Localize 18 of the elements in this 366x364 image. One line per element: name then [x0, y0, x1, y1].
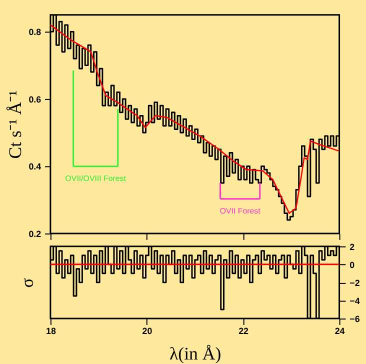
- x-tick-label: 22: [238, 326, 249, 336]
- y-tick-label: 0.6: [28, 94, 42, 104]
- annotation: OVII Forest: [220, 206, 262, 216]
- y-tick-label: 0.4: [28, 162, 42, 172]
- y-axis-title: Ct s⁻¹ Å⁻¹: [4, 90, 25, 159]
- y-tick-label: 0.2: [28, 228, 42, 239]
- x-tick-label: 20: [142, 326, 152, 336]
- y-tick-label: −2: [350, 278, 360, 288]
- y-tick-label: −4: [350, 296, 360, 306]
- y-axis-title: σ: [17, 278, 38, 288]
- y-tick-label: 0: [350, 260, 355, 270]
- x-tick-label: 24: [334, 326, 345, 336]
- annotation: OVII/OVIII Forest: [65, 174, 127, 184]
- x-tick-label: 18: [46, 326, 56, 336]
- x-axis-title: λ(in Å): [170, 344, 222, 364]
- y-tick-label: 2: [350, 242, 355, 252]
- y-tick-label: −6: [350, 314, 360, 324]
- y-tick-label: 0.8: [28, 27, 42, 38]
